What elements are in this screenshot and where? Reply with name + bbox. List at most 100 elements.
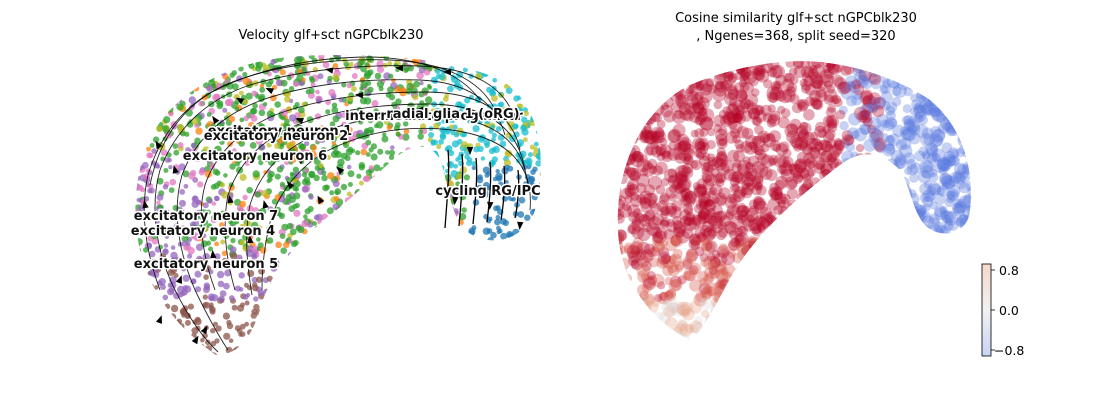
cell-point bbox=[268, 326, 273, 331]
cell-point bbox=[277, 282, 283, 288]
cell-point bbox=[420, 161, 426, 167]
cell-point bbox=[496, 225, 501, 231]
cell-point bbox=[272, 49, 277, 54]
cosine-point bbox=[770, 191, 780, 202]
cosine-point bbox=[960, 124, 971, 135]
cosine-point bbox=[928, 86, 941, 100]
cosine-point bbox=[622, 333, 632, 340]
cosine-point bbox=[781, 233, 790, 242]
cell-point bbox=[154, 285, 159, 290]
cosine-point bbox=[787, 301, 800, 314]
cosine-point bbox=[685, 248, 699, 262]
cell-point bbox=[261, 322, 269, 329]
cosine-point bbox=[863, 153, 872, 163]
cosine-point bbox=[952, 266, 963, 277]
cell-point bbox=[147, 243, 152, 248]
cell-point bbox=[427, 223, 435, 230]
cell-point bbox=[384, 309, 392, 317]
cell-point bbox=[487, 312, 494, 320]
cosine-point bbox=[695, 184, 708, 197]
cell-point bbox=[140, 356, 145, 361]
cosine-point bbox=[962, 136, 971, 149]
cell-point bbox=[342, 305, 348, 311]
cosine-point bbox=[815, 160, 825, 170]
cell-point bbox=[246, 186, 253, 194]
cell-point bbox=[489, 64, 497, 72]
cell-point bbox=[270, 59, 276, 65]
cell-point bbox=[256, 337, 264, 346]
cell-point bbox=[194, 286, 202, 293]
cell-point bbox=[395, 122, 401, 128]
cosine-point bbox=[947, 258, 956, 267]
cosine-point bbox=[659, 291, 669, 302]
cosine-point bbox=[964, 69, 971, 81]
cell-point bbox=[480, 258, 487, 265]
cell-point bbox=[388, 201, 396, 209]
cosine-point bbox=[661, 151, 673, 163]
cosine-point bbox=[868, 131, 880, 144]
cosine-point bbox=[617, 184, 622, 197]
cosine-point bbox=[707, 61, 721, 67]
cosine-point bbox=[936, 157, 951, 171]
cosine-point bbox=[618, 126, 632, 140]
cell-point bbox=[238, 332, 243, 337]
cell-point bbox=[215, 325, 222, 332]
cell-point bbox=[497, 181, 504, 188]
cell-point bbox=[404, 354, 410, 355]
cell-point bbox=[360, 55, 367, 56]
cell-point bbox=[525, 293, 531, 299]
cosine-point bbox=[797, 197, 810, 210]
cell-point bbox=[173, 149, 180, 156]
cosine-point bbox=[945, 102, 959, 117]
cell-point bbox=[374, 324, 379, 330]
cosine-point bbox=[712, 204, 723, 216]
cosine-point bbox=[936, 61, 945, 67]
cell-point bbox=[365, 223, 371, 229]
cosine-point bbox=[791, 102, 803, 114]
cell-point bbox=[412, 348, 420, 355]
cell-point bbox=[196, 255, 203, 263]
cosine-point bbox=[731, 162, 742, 173]
cell-point bbox=[270, 313, 276, 319]
cell-point bbox=[505, 87, 513, 94]
cell-point bbox=[436, 143, 442, 150]
streamline-arrow bbox=[317, 195, 325, 205]
cosine-point bbox=[807, 68, 820, 80]
cell-point bbox=[425, 55, 431, 59]
cosine-point bbox=[844, 238, 859, 253]
cosine-point bbox=[925, 63, 937, 75]
cosine-point bbox=[643, 116, 653, 125]
cosine-point bbox=[622, 273, 632, 284]
cosine-point bbox=[933, 270, 945, 281]
cell-point bbox=[308, 55, 315, 60]
cosine-point bbox=[745, 298, 758, 311]
cosine-point bbox=[839, 121, 849, 131]
cosine-point bbox=[848, 253, 861, 266]
cosine-point bbox=[717, 221, 727, 230]
cell-point bbox=[401, 329, 407, 334]
cosine-point bbox=[702, 285, 713, 295]
cell-point bbox=[255, 350, 264, 355]
cell-point bbox=[493, 205, 499, 212]
cosine-point bbox=[708, 187, 718, 196]
cell-point bbox=[451, 212, 458, 218]
cell-point bbox=[222, 107, 228, 113]
cell-point bbox=[498, 242, 504, 248]
cell-point bbox=[419, 322, 426, 329]
cosine-point bbox=[713, 252, 728, 267]
cell-point bbox=[213, 321, 218, 327]
cosine-point bbox=[617, 96, 629, 108]
cell-point bbox=[426, 83, 432, 89]
cell-point bbox=[373, 108, 379, 114]
cell-point bbox=[311, 144, 317, 151]
cosine-point bbox=[810, 335, 821, 340]
cell-point bbox=[283, 307, 290, 314]
cosine-point bbox=[904, 232, 918, 246]
cell-point bbox=[194, 154, 202, 163]
cell-point bbox=[378, 290, 386, 299]
cell-point bbox=[211, 215, 216, 220]
cosine-point bbox=[810, 315, 820, 325]
cosine-point bbox=[927, 92, 936, 100]
cell-point bbox=[541, 246, 548, 253]
cell-point bbox=[342, 223, 349, 230]
